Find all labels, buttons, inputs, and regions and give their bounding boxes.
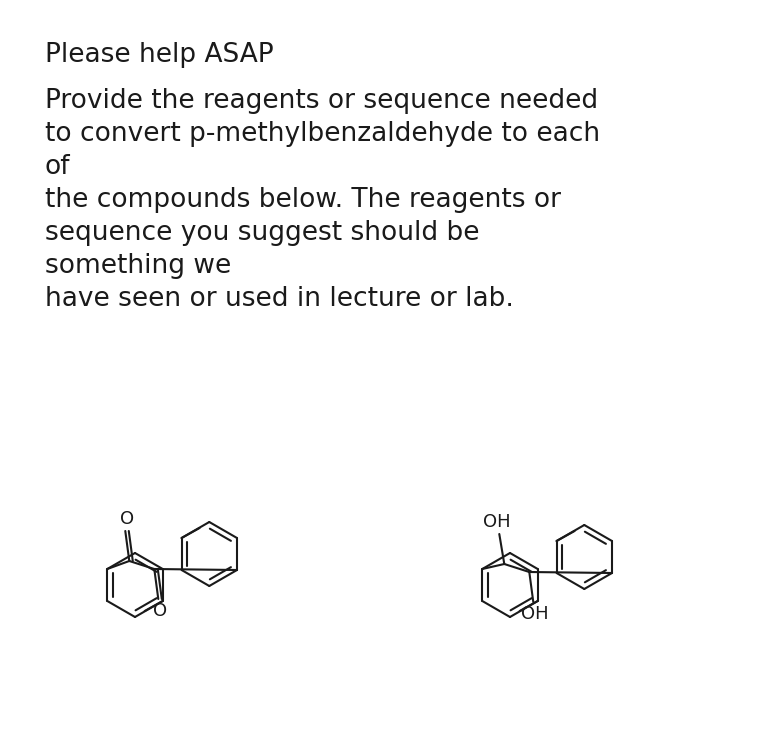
Text: OH: OH [484,513,511,531]
Text: the compounds below. The reagents or: the compounds below. The reagents or [45,187,561,213]
Text: something we: something we [45,253,231,279]
Text: Provide the reagents or sequence needed: Provide the reagents or sequence needed [45,88,598,114]
Text: O: O [120,510,134,528]
Text: OH: OH [521,605,549,623]
Text: sequence you suggest should be: sequence you suggest should be [45,220,480,246]
Text: have seen or used in lecture or lab.: have seen or used in lecture or lab. [45,286,514,312]
Text: O: O [153,602,167,620]
Text: to convert p-methylbenzaldehyde to each: to convert p-methylbenzaldehyde to each [45,121,600,147]
Text: of: of [45,154,71,180]
Text: Please help ASAP: Please help ASAP [45,42,273,68]
